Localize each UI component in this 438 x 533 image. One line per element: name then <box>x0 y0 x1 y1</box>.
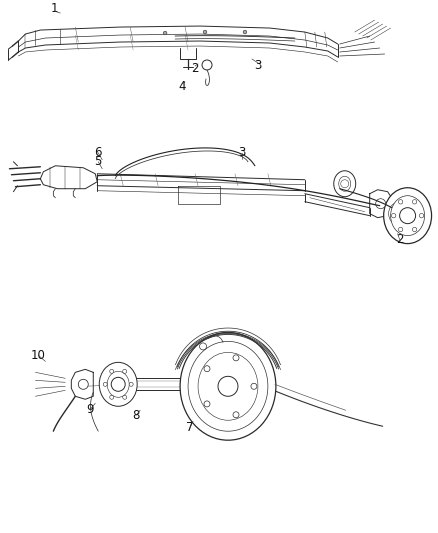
Ellipse shape <box>99 362 137 406</box>
Circle shape <box>202 60 212 70</box>
Circle shape <box>243 30 247 34</box>
Ellipse shape <box>180 333 276 440</box>
Circle shape <box>204 401 210 407</box>
Ellipse shape <box>391 196 424 236</box>
Circle shape <box>111 377 125 391</box>
Ellipse shape <box>107 372 129 397</box>
Circle shape <box>399 208 416 224</box>
Circle shape <box>103 382 107 386</box>
Ellipse shape <box>188 342 268 431</box>
Circle shape <box>110 395 114 399</box>
Ellipse shape <box>334 171 356 197</box>
Circle shape <box>392 214 396 218</box>
Circle shape <box>419 214 424 218</box>
Text: 3: 3 <box>238 146 246 159</box>
Circle shape <box>413 200 417 204</box>
Ellipse shape <box>339 176 351 191</box>
Circle shape <box>163 31 167 35</box>
Ellipse shape <box>389 203 406 224</box>
Text: 10: 10 <box>31 349 46 362</box>
Text: 6: 6 <box>95 146 102 159</box>
Circle shape <box>233 412 239 418</box>
Ellipse shape <box>198 352 258 420</box>
Circle shape <box>204 366 210 372</box>
Text: 9: 9 <box>87 403 94 416</box>
Circle shape <box>399 200 403 204</box>
Text: 2: 2 <box>191 62 199 76</box>
Circle shape <box>78 379 88 389</box>
Ellipse shape <box>384 188 431 244</box>
Text: 8: 8 <box>132 409 140 422</box>
Circle shape <box>200 343 207 350</box>
Circle shape <box>341 180 349 188</box>
Circle shape <box>203 30 207 34</box>
Text: 5: 5 <box>95 155 102 168</box>
Circle shape <box>251 383 257 389</box>
Text: 1: 1 <box>51 2 58 14</box>
Circle shape <box>123 395 127 399</box>
Text: 4: 4 <box>178 80 186 93</box>
Circle shape <box>413 227 417 232</box>
Circle shape <box>399 227 403 232</box>
Circle shape <box>233 355 239 361</box>
Circle shape <box>376 199 385 209</box>
Circle shape <box>129 382 133 386</box>
Text: 3: 3 <box>254 60 261 72</box>
Circle shape <box>218 376 238 396</box>
Text: 7: 7 <box>186 421 194 434</box>
Circle shape <box>110 369 114 373</box>
Text: 2: 2 <box>396 233 403 246</box>
Circle shape <box>123 369 127 373</box>
